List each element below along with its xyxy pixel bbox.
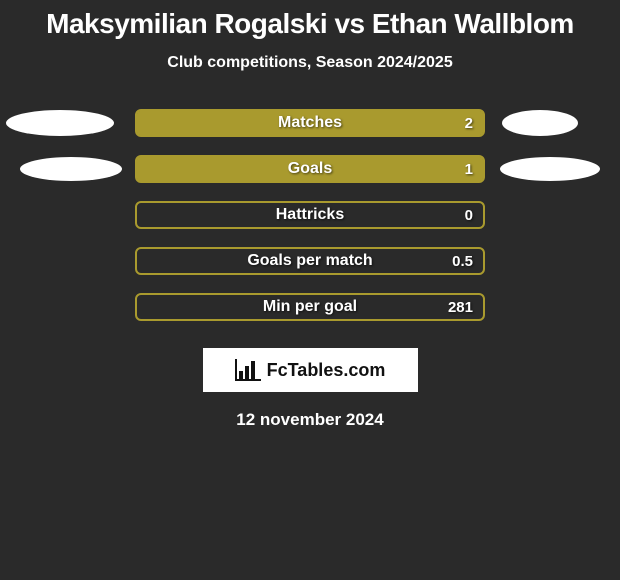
- stat-label: Goals per match: [137, 252, 483, 270]
- stat-row: Matches2: [0, 100, 620, 146]
- stat-bar: Hattricks0: [135, 201, 485, 229]
- stat-label: Min per goal: [137, 298, 483, 316]
- stat-value: 0.5: [452, 253, 473, 270]
- page-title: Maksymilian Rogalski vs Ethan Wallblom: [0, 0, 620, 40]
- right-ellipse: [502, 110, 578, 136]
- stats-rows: Matches2Goals1Hattricks0Goals per match0…: [0, 100, 620, 330]
- stat-bar: Goals1: [135, 155, 485, 183]
- left-ellipse: [20, 157, 122, 181]
- stat-bar: Goals per match0.5: [135, 247, 485, 275]
- stat-bar: Min per goal281: [135, 293, 485, 321]
- logo-text: FcTables.com: [267, 360, 386, 381]
- stat-row: Min per goal281: [0, 284, 620, 330]
- stat-bar-fill: [137, 157, 483, 181]
- right-ellipse: [500, 157, 600, 181]
- stat-value: 0: [465, 207, 473, 224]
- logo-box: FcTables.com: [203, 348, 418, 392]
- subtitle: Club competitions, Season 2024/2025: [0, 54, 620, 72]
- bar-chart-icon: [235, 359, 261, 381]
- stat-row: Goals1: [0, 146, 620, 192]
- left-ellipse: [6, 110, 114, 136]
- date-text: 12 november 2024: [0, 410, 620, 430]
- stat-bar-fill: [137, 111, 483, 135]
- stat-row: Goals per match0.5: [0, 238, 620, 284]
- stat-value: 281: [448, 299, 473, 316]
- stat-bar: Matches2: [135, 109, 485, 137]
- stat-label: Hattricks: [137, 206, 483, 224]
- stat-row: Hattricks0: [0, 192, 620, 238]
